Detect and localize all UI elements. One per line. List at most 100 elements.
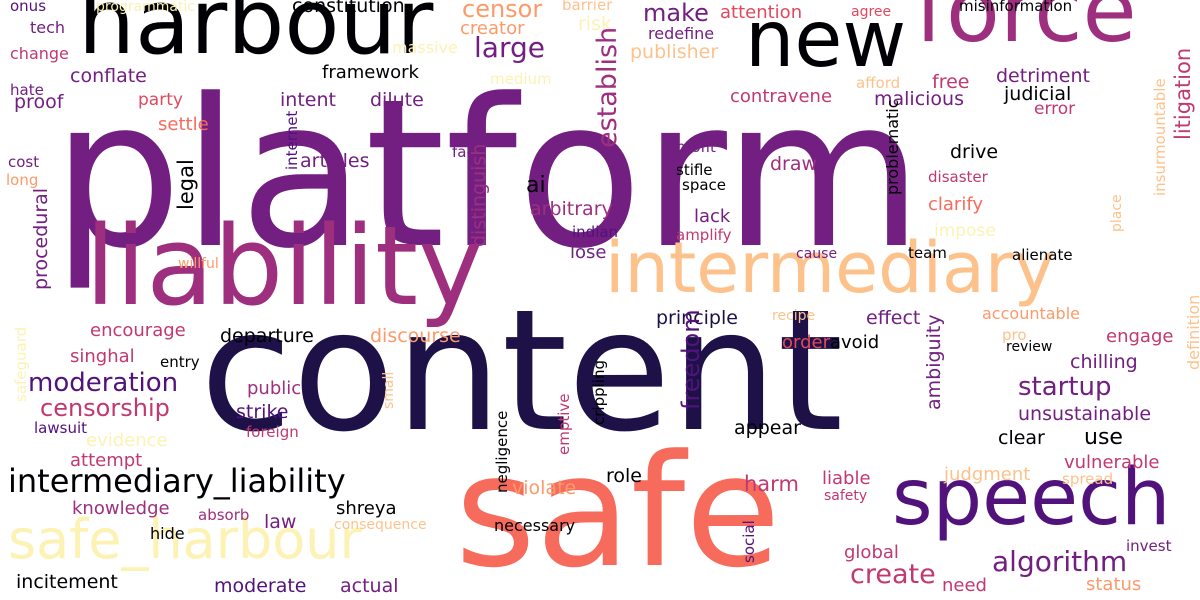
word-moderate: moderate (214, 575, 307, 598)
word-liable: liable (822, 467, 871, 489)
word-emptive: emptive (555, 393, 573, 455)
word-public: public (247, 377, 302, 399)
word-barrier: barrier (562, 0, 613, 15)
word-ambiguity: ambiguity (923, 314, 945, 410)
word-absorb: absorb (198, 506, 250, 525)
word-draw: draw (770, 153, 818, 176)
word-procedural: procedural (30, 187, 52, 290)
word-creator: creator (460, 17, 525, 39)
word-freedom: freedom (677, 309, 705, 410)
word-hide: hide (150, 523, 185, 543)
word-clarify: clarify (928, 193, 984, 215)
word-change: change (10, 43, 69, 63)
word-alienate: alienate (1012, 246, 1073, 265)
word-small: small (381, 371, 397, 409)
word-censor: censor (462, 0, 543, 24)
word-conflate: conflate (70, 65, 147, 88)
word-incitement: incitement (16, 571, 118, 594)
word-programmatic: programmatic (96, 0, 196, 16)
word-encourage: encourage (90, 319, 186, 341)
word-establish: establish (592, 26, 623, 148)
word-drive: drive (950, 141, 999, 164)
word-consequence: consequence (334, 517, 427, 534)
word-knowledge: knowledge (72, 497, 170, 519)
word-singhal: singhal (70, 345, 135, 367)
word-safeguard: safeguard (12, 326, 30, 402)
word-massive: massive (392, 37, 458, 57)
word-cause: cause (796, 246, 838, 263)
word-attempt: attempt (70, 449, 143, 471)
word-crippling: crippling (590, 360, 608, 425)
word-accountable: accountable (982, 303, 1080, 323)
word-space: space (682, 176, 727, 195)
word-place: place (1109, 194, 1125, 232)
word-stifle: stifle (676, 161, 713, 180)
word-internet: internet (283, 110, 301, 170)
word-attention: attention (720, 1, 803, 23)
word-dilute: dilute (370, 89, 424, 112)
word-order: order (782, 331, 830, 353)
word-medium: medium (490, 70, 552, 89)
word-constitution: constitution (292, 0, 405, 18)
word-large: large (474, 31, 545, 65)
word-harm: harm (744, 471, 799, 496)
word-use: use (1084, 424, 1123, 450)
word-willful: willful (178, 256, 219, 273)
word-harbour: harbour (78, 0, 434, 75)
word-appear: appear (734, 417, 801, 440)
word-disaster: disaster (928, 168, 988, 187)
word-evidence: evidence (86, 429, 168, 451)
word-afford: afford (856, 74, 901, 93)
word-onus: onus (10, 0, 47, 16)
word-foreign: foreign (246, 423, 299, 442)
word-face: face (452, 143, 484, 162)
word-startup: startup (1018, 371, 1112, 402)
word-vulnerable: vulnerable (1064, 451, 1160, 473)
word-safe: safe (455, 421, 781, 600)
word-redefine: redefine (648, 23, 715, 43)
word-indian: indian (572, 223, 619, 242)
word-role: role (606, 465, 642, 488)
word-avoid: avoid (830, 331, 880, 353)
word-clear: clear (998, 427, 1045, 450)
word-necessary: necessary (494, 515, 576, 535)
word-entry: entry (160, 353, 200, 372)
word-settle: settle (158, 113, 209, 135)
word-safe-harbour: safe_harbour (8, 507, 362, 571)
word-discourse: discourse (370, 325, 461, 348)
word-lawsuit: lawsuit (34, 419, 87, 438)
word-need: need (942, 574, 987, 596)
word-problematic: problematic (883, 99, 902, 195)
word-articles: articles (300, 150, 370, 173)
word-free: free (932, 71, 970, 94)
word-framework: framework (322, 61, 419, 83)
word-engage: engage (1106, 325, 1174, 347)
word-principle: principle (656, 307, 738, 330)
word-moderation: moderation (28, 367, 179, 398)
word-speech: speech (892, 453, 1171, 544)
word-strike: strike (236, 401, 289, 424)
word-chilling: chilling (1070, 351, 1138, 374)
word-judicial: judicial (1004, 83, 1072, 106)
word-detriment: detriment (996, 65, 1090, 88)
word-spread: spread (1062, 470, 1114, 489)
word-arbitrary: arbitrary (530, 198, 613, 221)
word-invest: invest (1126, 537, 1172, 556)
word-risk: risk (578, 13, 612, 36)
word-liability: liability (85, 202, 484, 331)
word-intent: intent (280, 89, 336, 112)
word-create: create (850, 558, 936, 590)
word-status: status (1086, 573, 1142, 595)
word-insurmountable: insurmountable (1151, 78, 1169, 196)
word-error: error (1034, 98, 1076, 119)
word-negligence: negligence (493, 410, 511, 493)
word-long: long (6, 171, 39, 190)
word-hate: hate (10, 81, 44, 100)
word-malicious: malicious (874, 88, 964, 111)
word-contravene: contravene (730, 85, 833, 107)
word-actual: actual (340, 575, 399, 598)
word-definition: definition (1184, 294, 1200, 370)
word-intermediary: intermediary (605, 227, 1056, 310)
word-judgment: judgment (944, 463, 1031, 485)
